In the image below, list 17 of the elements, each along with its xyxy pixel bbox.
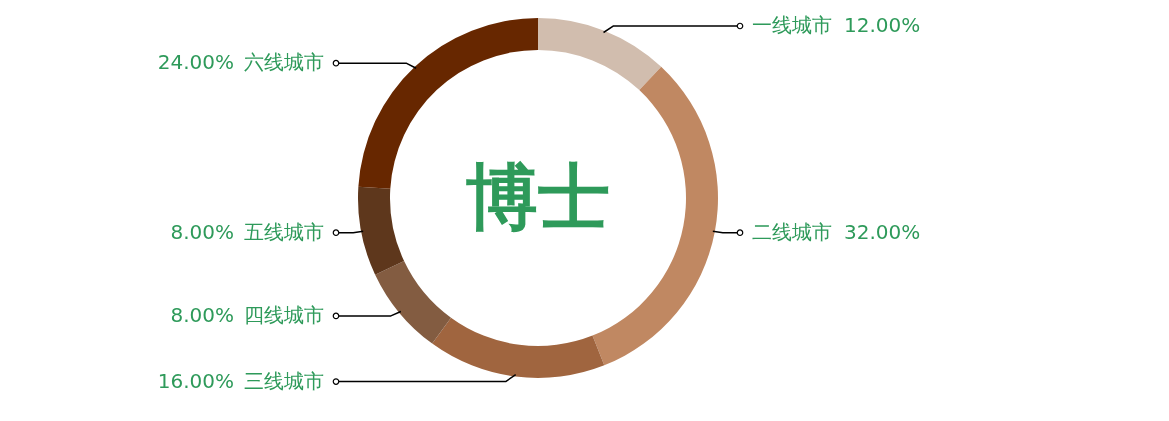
donut-slice (375, 261, 452, 344)
data-label: 24.00% (157, 50, 234, 75)
slice-label: 三线城市 (244, 368, 324, 393)
donut-slice (538, 18, 662, 91)
data-label: 32.00% (844, 219, 921, 244)
slice-label: 五线城市 (244, 219, 324, 244)
data-label: 12.00% (844, 12, 921, 37)
slice-label: 四线城市 (244, 302, 324, 327)
data-label: 16.00% (157, 368, 234, 393)
slice-label: 六线城市 (244, 50, 324, 75)
text: 博士 (466, 155, 610, 239)
data-label: 8.00% (170, 302, 234, 327)
donut-slice (432, 317, 605, 378)
data-label: 8.00% (170, 219, 234, 244)
slice-label: 一线城市 (752, 12, 832, 37)
slice-label: 二线城市 (752, 219, 832, 244)
donut-slice (358, 186, 405, 275)
